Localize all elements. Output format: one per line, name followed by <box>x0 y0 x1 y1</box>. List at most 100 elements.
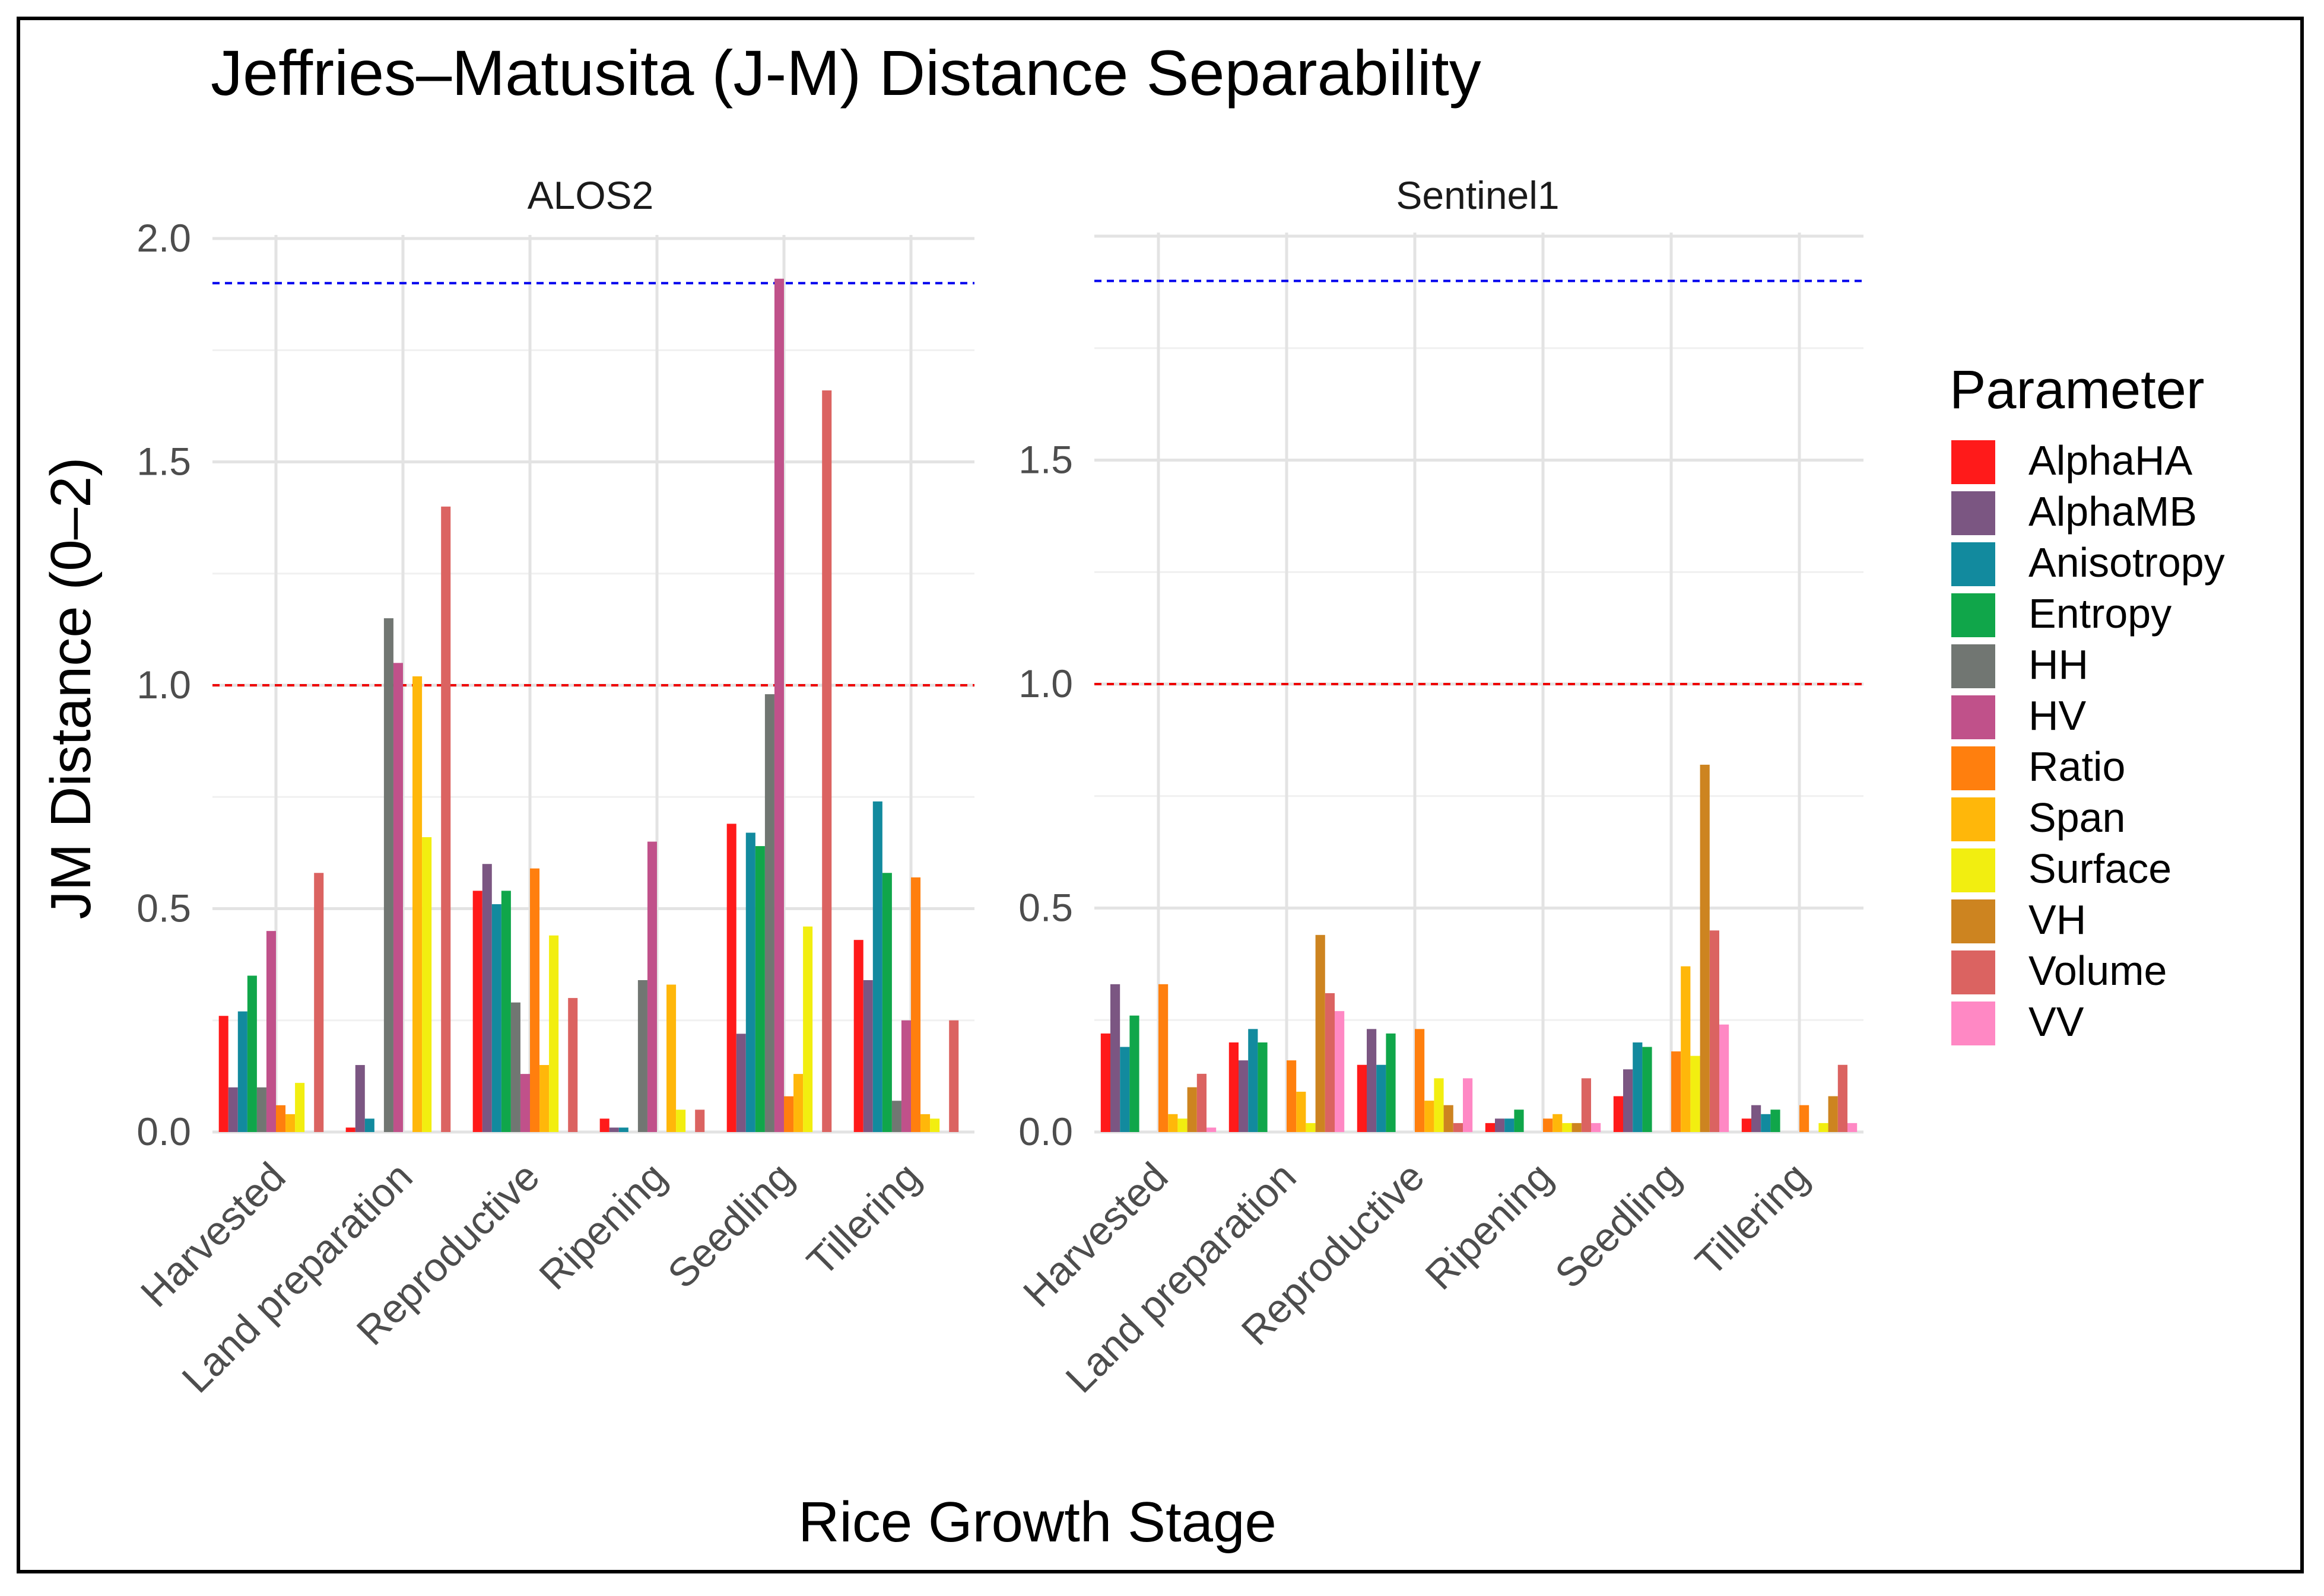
bar <box>803 926 813 1132</box>
y-tick-label: 0.0 <box>1018 1109 1073 1153</box>
bar <box>314 873 324 1132</box>
bar <box>412 676 423 1132</box>
panel-title-alos2: ALOS2 <box>528 173 654 217</box>
bar <box>1799 1105 1809 1132</box>
bar <box>676 1109 686 1132</box>
bar <box>666 984 677 1132</box>
legend-swatch <box>1951 542 1995 586</box>
legend-label: HH <box>2028 641 2088 688</box>
bar <box>1158 984 1169 1132</box>
bar <box>1196 1073 1207 1132</box>
legend-label: Span <box>2028 794 2125 841</box>
bar <box>1187 1087 1197 1132</box>
bar <box>1591 1123 1601 1132</box>
legend-items: AlphaHAAlphaMBAnisotropyEntropyHHHVRatio… <box>1951 437 2225 1045</box>
bar <box>1543 1118 1553 1132</box>
chart-title: Jeffries–Matusita (J-M) Distance Separab… <box>211 37 1481 109</box>
bar <box>755 846 765 1132</box>
x-tick-label: Land preparation <box>173 1154 421 1401</box>
bar <box>491 904 501 1132</box>
bar <box>393 663 403 1132</box>
bar <box>1613 1096 1623 1132</box>
bar <box>295 1083 305 1132</box>
reference-lines-sentinel1 <box>1094 279 1863 685</box>
bar <box>510 1002 520 1132</box>
bar <box>1761 1114 1771 1132</box>
x-tick-label: Seedling <box>1547 1154 1690 1297</box>
bar <box>1504 1118 1515 1132</box>
bar <box>285 1114 296 1132</box>
bar <box>695 1109 705 1132</box>
bar <box>1719 1024 1729 1132</box>
bar <box>930 1118 940 1132</box>
bar <box>793 1074 804 1132</box>
bar <box>1495 1118 1505 1132</box>
bar <box>1571 1123 1582 1132</box>
legend-swatch <box>1951 797 1995 841</box>
bar <box>549 935 559 1132</box>
legend: Parameter AlphaHAAlphaMBAnisotropyEntrop… <box>1950 360 2225 1045</box>
bar <box>920 1114 931 1132</box>
bar <box>228 1087 238 1132</box>
bar <box>1239 1060 1249 1132</box>
bar <box>1120 1047 1130 1132</box>
bar <box>345 1127 355 1132</box>
bar <box>1424 1101 1434 1132</box>
bar <box>1357 1064 1367 1132</box>
bar <box>1443 1105 1453 1132</box>
bar <box>1129 1015 1139 1132</box>
bar <box>1671 1051 1681 1132</box>
bar <box>647 841 657 1132</box>
x-tick-label: Ripening <box>1417 1154 1561 1299</box>
legend-label: VH <box>2028 896 2086 943</box>
bar <box>736 1034 746 1132</box>
bar <box>1690 1055 1700 1132</box>
x-tick-label: Tillering <box>798 1154 929 1285</box>
legend-swatch <box>1951 899 1995 943</box>
bar <box>1315 934 1325 1132</box>
legend-label: Entropy <box>2028 590 2171 637</box>
bar <box>1623 1069 1633 1132</box>
legend-swatch <box>1951 644 1995 688</box>
bar <box>530 868 540 1132</box>
bar <box>882 873 892 1132</box>
legend-label: HV <box>2028 692 2087 739</box>
bar <box>276 1105 286 1132</box>
bar <box>472 891 482 1132</box>
legend-label: Ratio <box>2028 743 2125 790</box>
bars-alos2 <box>218 278 959 1132</box>
y-tick-label: 1.5 <box>136 440 191 484</box>
bar <box>441 506 451 1132</box>
y-tick-label: 1.5 <box>1018 438 1073 482</box>
legend-swatch <box>1951 593 1995 637</box>
bar <box>355 1065 365 1132</box>
legend-label: Surface <box>2028 845 2171 892</box>
y-tick-label: 0.5 <box>1018 886 1073 930</box>
bar <box>609 1127 619 1132</box>
bar <box>237 1011 247 1132</box>
reference-lines-alos2 <box>212 282 974 686</box>
bar <box>1367 1029 1377 1132</box>
bar <box>726 824 736 1132</box>
bar <box>1207 1127 1217 1132</box>
legend-label: Volume <box>2028 948 2167 994</box>
x-tick-label: Land preparation <box>1057 1154 1304 1401</box>
bar <box>1463 1078 1473 1132</box>
x-axis-label: Rice Growth Stage <box>798 1490 1277 1554</box>
bars-sentinel1 <box>1100 764 1858 1132</box>
bar <box>637 980 647 1132</box>
bar <box>784 1096 794 1132</box>
legend-swatch <box>1951 950 1995 994</box>
bar <box>822 390 832 1132</box>
bar <box>266 931 276 1132</box>
x-tick-label: Tillering <box>1687 1154 1817 1285</box>
legend-swatch <box>1951 440 1995 484</box>
legend-label: Anisotropy <box>2028 539 2225 586</box>
bar <box>1248 1029 1258 1132</box>
legend-label: AlphaMB <box>2028 488 2197 535</box>
bar <box>1453 1123 1463 1132</box>
bar <box>1306 1123 1316 1132</box>
bar <box>872 801 882 1132</box>
bar <box>1258 1042 1268 1132</box>
